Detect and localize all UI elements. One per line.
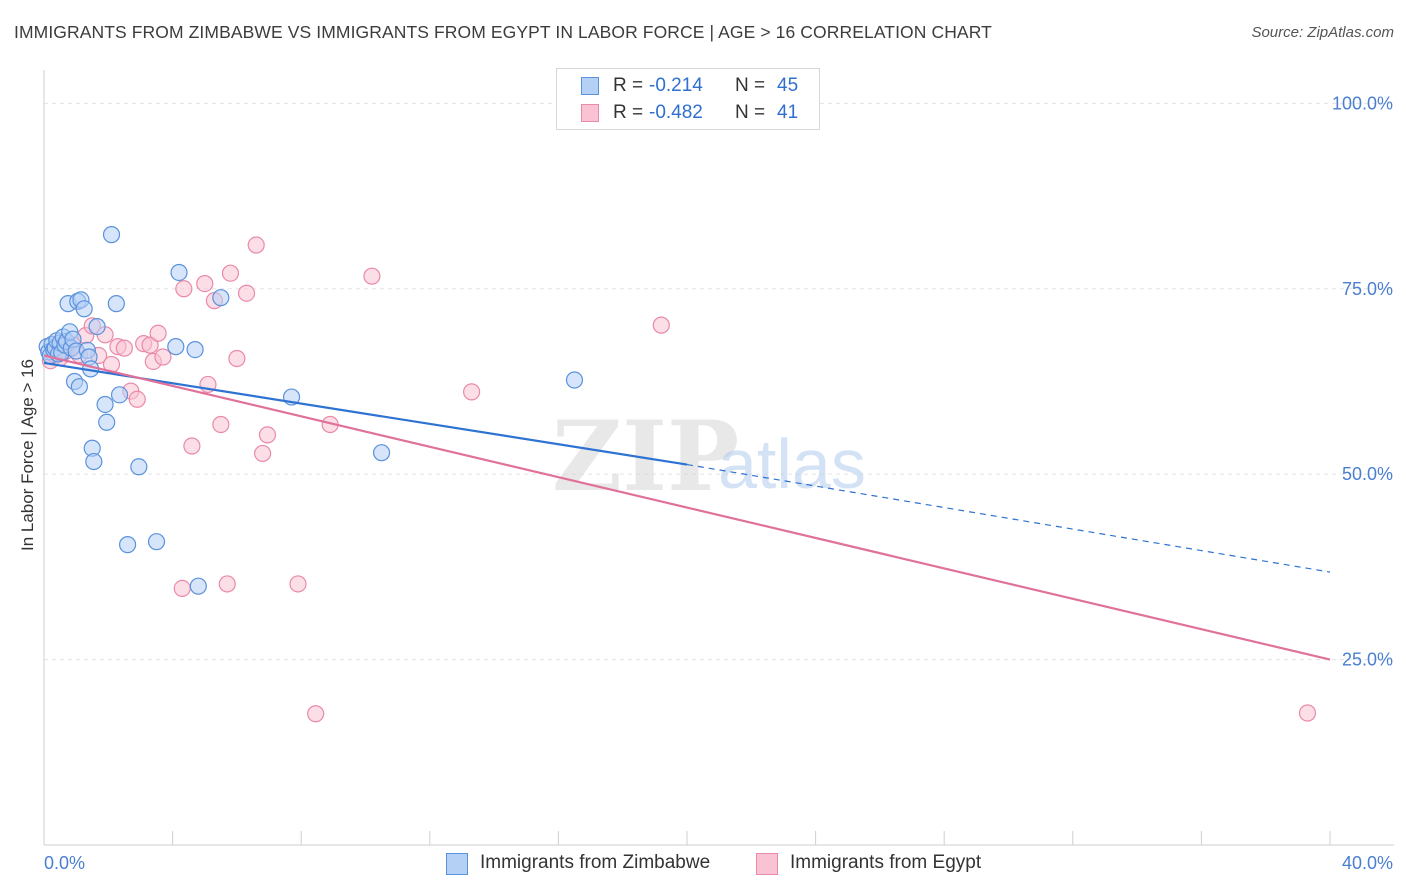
zimbabwe-point [167, 338, 185, 356]
egypt-point [154, 348, 172, 366]
egypt-point [221, 264, 240, 282]
legend-r-value-zimbabwe: -0.214 [649, 75, 703, 96]
egypt-point [363, 267, 381, 285]
egypt-point [1298, 704, 1317, 722]
zimbabwe-point [102, 226, 121, 244]
egypt-point [175, 280, 193, 298]
y-tick-label: 25.0% [1342, 650, 1393, 670]
egypt-point [237, 284, 256, 302]
zimbabwe-point [186, 340, 204, 359]
watermark-zip: ZIP [552, 400, 739, 513]
legend-n-value-egypt: 41 [777, 102, 799, 123]
zimbabwe-point [75, 300, 93, 318]
x-tick-label-min: 0.0% [44, 853, 85, 873]
egypt-point [141, 336, 159, 354]
zimbabwe-point [85, 452, 103, 471]
zimbabwe-point [107, 295, 125, 313]
zimbabwe-legend-label: Immigrants from Zimbabwe [480, 852, 711, 873]
egypt-point [228, 349, 246, 368]
egypt-point [462, 383, 481, 401]
legend-r-label: R = [613, 75, 644, 96]
zimbabwe-trend-extension [686, 463, 1331, 573]
egypt-point [183, 437, 201, 455]
legend-n-value-zimbabwe: 45 [777, 75, 799, 96]
series-legend: Immigrants from Zimbabwe Immigrants from… [0, 850, 1406, 878]
egypt-point [212, 415, 230, 434]
egypt-point [289, 575, 307, 593]
source-credit: Source: ZipAtlas.com [1251, 24, 1394, 41]
zimbabwe-point [70, 378, 88, 396]
zimbabwe-swatch [581, 77, 599, 95]
legend-n-label: N = [735, 75, 766, 96]
egypt-point [307, 705, 325, 723]
zimbabwe-point [96, 395, 114, 414]
egypt-point [128, 390, 146, 408]
egypt-point [254, 444, 272, 463]
zimbabwe-point [170, 263, 188, 282]
egypt-legend-swatch [756, 853, 778, 875]
egypt-point [149, 324, 167, 342]
zimbabwe-point [147, 533, 166, 551]
x-tick-label-max: 40.0% [1342, 853, 1393, 873]
y-tick-label: 100.0% [1332, 93, 1393, 113]
y-tick-label: 75.0% [1342, 279, 1393, 299]
egypt-point [218, 575, 236, 593]
zimbabwe-point [189, 577, 207, 595]
zimbabwe-point [98, 413, 116, 431]
egypt-point [258, 426, 277, 444]
zimbabwe-point [565, 371, 584, 389]
y-tick-label: 50.0% [1342, 464, 1393, 484]
zimbabwe-point [130, 458, 148, 476]
egypt-point [173, 579, 191, 597]
legend-n-label: N = [735, 102, 766, 123]
egypt-point [247, 236, 265, 254]
zimbabwe-point [110, 386, 129, 404]
zimbabwe-point [372, 444, 391, 462]
egypt-point [652, 316, 670, 334]
egypt-point [115, 339, 133, 357]
egypt-point [196, 274, 214, 293]
zimbabwe-legend-swatch [446, 853, 468, 875]
legend-r-value-egypt: -0.482 [649, 102, 703, 123]
correlation-legend: R = -0.214 N = 45 R = -0.482 N = 41 [556, 68, 820, 130]
zimbabwe-point [118, 536, 137, 554]
chart-title: IMMIGRANTS FROM ZIMBABWE VS IMMIGRANTS F… [14, 22, 992, 42]
egypt-legend-label: Immigrants from Egypt [790, 852, 982, 873]
zimbabwe-point [212, 289, 230, 307]
legend-r-label: R = [613, 102, 644, 123]
egypt-trend-line [43, 354, 1331, 661]
egypt-swatch [581, 104, 599, 122]
zimbabwe-point [88, 318, 106, 336]
